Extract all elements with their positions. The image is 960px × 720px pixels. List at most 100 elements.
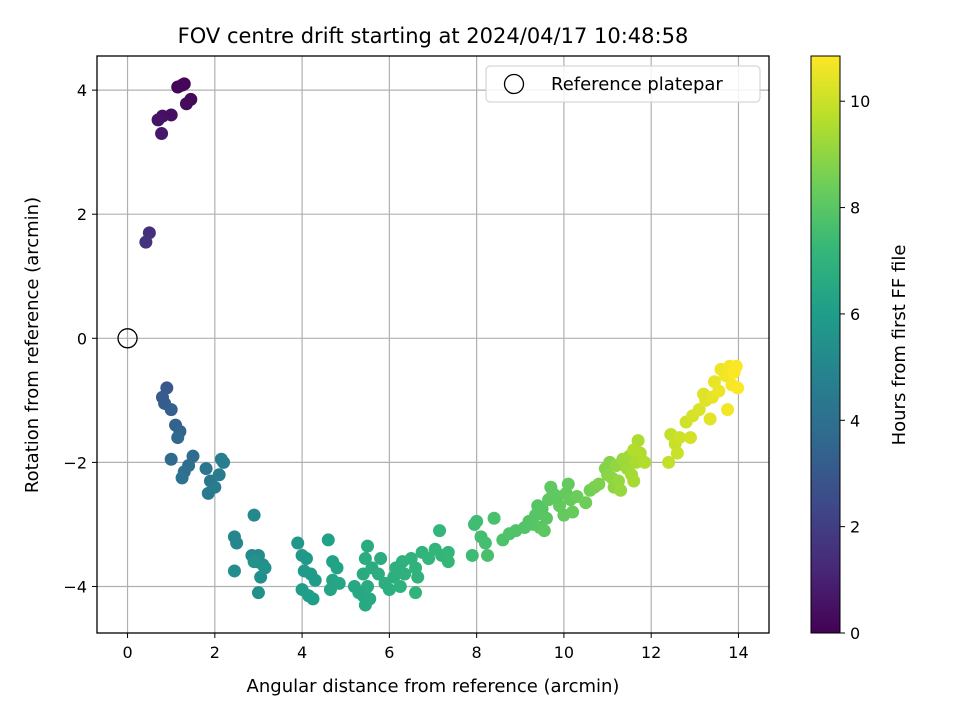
- y-tick-label: −2: [63, 453, 87, 472]
- legend: Reference platepar: [485, 65, 761, 103]
- data-point: [330, 561, 344, 575]
- data-point: [199, 462, 213, 476]
- data-point: [175, 471, 189, 485]
- scatter-points: [117, 77, 745, 612]
- data-point: [299, 552, 313, 566]
- data-point: [155, 127, 169, 141]
- data-point: [258, 561, 272, 575]
- data-point: [433, 524, 447, 538]
- data-point: [692, 403, 706, 417]
- data-point: [139, 235, 153, 249]
- data-point: [398, 567, 412, 581]
- data-point: [627, 443, 641, 457]
- data-point: [561, 477, 575, 491]
- data-point: [164, 452, 178, 466]
- data-point: [465, 548, 479, 562]
- x-tick-label: 12: [641, 643, 661, 662]
- data-point: [361, 539, 375, 553]
- data-point: [227, 564, 241, 578]
- data-point: [478, 536, 492, 550]
- data-point: [487, 511, 501, 525]
- data-point: [712, 384, 726, 398]
- colorbar-label: Hours from first FF file: [889, 245, 910, 446]
- reference-point: [117, 328, 138, 349]
- data-point: [721, 403, 735, 417]
- data-point: [409, 586, 423, 600]
- data-point: [673, 431, 687, 445]
- data-point: [481, 548, 495, 562]
- y-tick-label: 0: [77, 329, 87, 348]
- data-point: [627, 474, 641, 488]
- x-tick-label: 2: [210, 643, 220, 662]
- colorbar-tick-label: 8: [850, 199, 860, 218]
- data-point: [579, 496, 593, 510]
- y-tick-label: −4: [63, 577, 87, 596]
- x-tick-label: 0: [122, 643, 132, 662]
- data-point: [208, 480, 222, 494]
- data-point: [175, 78, 189, 92]
- data-point: [171, 431, 185, 445]
- data-point: [411, 570, 425, 584]
- colorbar-tick-label: 6: [850, 305, 860, 324]
- data-point: [374, 552, 388, 566]
- data-point: [251, 586, 265, 600]
- data-point: [291, 536, 305, 550]
- x-axis-ticks: 0 2 4 6 8 10 12 14: [122, 633, 749, 662]
- data-point: [662, 455, 676, 469]
- legend-label-reference: Reference platepar: [551, 74, 723, 95]
- data-point: [382, 583, 396, 597]
- colorbar-ticks: 0 2 4 6 8 10: [840, 92, 870, 643]
- data-point: [422, 552, 436, 566]
- data-point: [306, 592, 320, 606]
- x-tick-label: 4: [297, 643, 307, 662]
- chart-title: FOV centre drift starting at 2024/04/17 …: [178, 24, 689, 48]
- data-point: [212, 468, 226, 482]
- data-point: [670, 446, 684, 460]
- data-point: [592, 477, 606, 491]
- data-point: [358, 552, 372, 566]
- y-axis-ticks: −4 −2 0 2 4: [63, 81, 97, 596]
- data-point: [164, 403, 178, 417]
- colorbar-tick-label: 10: [850, 92, 870, 111]
- data-point: [441, 545, 455, 559]
- legend-marker-reference: [503, 73, 525, 95]
- data-point: [363, 592, 377, 606]
- data-point: [683, 431, 697, 445]
- data-point: [361, 579, 375, 593]
- y-axis-label: Rotation from reference (arcmin): [22, 197, 43, 493]
- data-point: [638, 455, 652, 469]
- data-point: [614, 483, 628, 497]
- x-tick-label: 14: [728, 643, 748, 662]
- plot-frame: [96, 55, 770, 634]
- legend-box: [485, 65, 761, 103]
- data-point: [441, 555, 455, 569]
- x-tick-label: 10: [554, 643, 574, 662]
- y-tick-label: 4: [77, 81, 87, 100]
- data-point: [247, 508, 261, 522]
- colorbar-tick-label: 2: [850, 518, 860, 537]
- data-point: [729, 359, 743, 373]
- data-point: [332, 576, 346, 590]
- colorbar-tick-label: 0: [850, 624, 860, 643]
- data-point: [247, 555, 261, 569]
- data-point: [308, 573, 322, 587]
- data-point: [731, 381, 745, 395]
- y-tick-label: 2: [77, 205, 87, 224]
- colorbar-tick-label: 4: [850, 411, 860, 430]
- data-point: [393, 579, 407, 593]
- data-point: [537, 524, 551, 538]
- data-point: [214, 452, 228, 466]
- x-tick-label: 6: [384, 643, 394, 662]
- data-point: [321, 533, 335, 547]
- data-point: [230, 536, 244, 550]
- x-tick-label: 8: [472, 643, 482, 662]
- x-axis-label: Angular distance from reference (arcmin): [247, 676, 620, 697]
- data-point: [371, 567, 385, 581]
- data-point: [539, 511, 553, 525]
- colorbar-gradient: [810, 55, 841, 634]
- data-point: [566, 505, 580, 519]
- data-point: [703, 412, 717, 426]
- colorbar: 0 2 4 6 8 10 Hours from first FF file: [810, 55, 910, 643]
- data-point: [470, 514, 484, 528]
